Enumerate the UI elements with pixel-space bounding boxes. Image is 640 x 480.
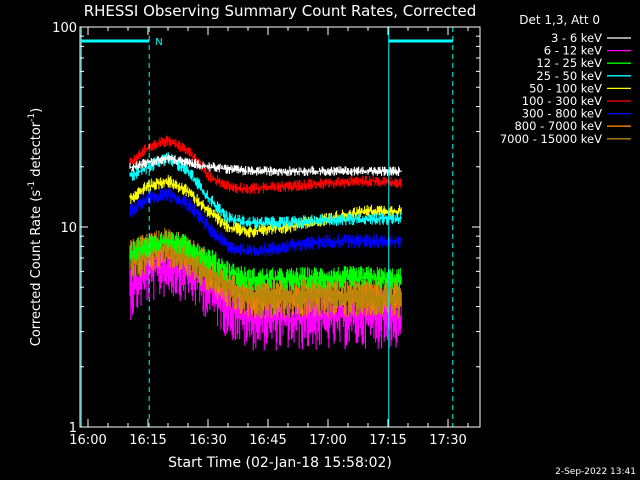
series-12to25keV-trace (129, 231, 402, 291)
legend-title: Det 1,3, Att 0 (519, 13, 600, 27)
y-tick-label: 100 (52, 21, 77, 36)
legend-entry-label: 3 - 6 keV (551, 31, 602, 45)
series-300to800keV-trace (129, 187, 402, 257)
y-axis-label-end: ) (29, 108, 44, 113)
night-marker: N (155, 37, 162, 48)
series-50to100keV-trace (129, 174, 402, 238)
plot-data-layer (129, 135, 402, 351)
footer-timestamp: 2-Sep-2022 13:41 (555, 467, 636, 477)
x-tick-label: 16:00 (69, 433, 106, 448)
legend-entry-label: 300 - 800 keV (522, 107, 602, 121)
legend-entry-label: 100 - 300 keV (522, 94, 602, 108)
chart-title: RHESSI Observing Summary Count Rates, Co… (84, 2, 477, 20)
x-tick-label: 16:30 (189, 433, 226, 448)
y-axis: 1 10 100 (52, 21, 480, 436)
legend-entry-label: 50 - 100 keV (529, 81, 602, 95)
y-axis-label: Corrected Count Rate (s-1 detector-1) (27, 108, 44, 346)
y-axis-label-main: Corrected Count Rate (s (29, 190, 44, 347)
legend-entry-label: 25 - 50 keV (536, 69, 602, 83)
x-axis: 16:00 16:15 16:30 16:45 17:00 17:15 17:30 (69, 27, 469, 448)
x-tick-label: 17:00 (309, 433, 346, 448)
legend-entry-label: 800 - 7000 keV (514, 119, 602, 133)
series-100to300keV-trace (129, 135, 402, 195)
legend-entry-label: 12 - 25 keV (536, 56, 602, 70)
y-tick-label: 1 (69, 421, 77, 436)
y-axis-label-mid: detector (29, 121, 44, 181)
x-axis-label: Start Time (02-Jan-18 15:58:02) (168, 455, 392, 471)
y-tick-label: 10 (60, 221, 77, 236)
x-tick-label: 16:15 (129, 433, 166, 448)
y-axis-label-sup1: -1 (27, 181, 37, 190)
legend-entry-label: 6 - 12 keV (544, 44, 602, 58)
series-25to50keV-trace (129, 152, 402, 230)
x-tick-label: 16:45 (249, 433, 286, 448)
y-axis-label-sup2: -1 (27, 113, 37, 122)
legend-entry-label: 7000 - 15000 keV (500, 132, 602, 146)
annotation-layer: N (80, 27, 454, 427)
x-tick-label: 17:15 (369, 433, 406, 448)
x-tick-label: 17:30 (429, 433, 466, 448)
series-3to6keV-trace (129, 154, 402, 177)
